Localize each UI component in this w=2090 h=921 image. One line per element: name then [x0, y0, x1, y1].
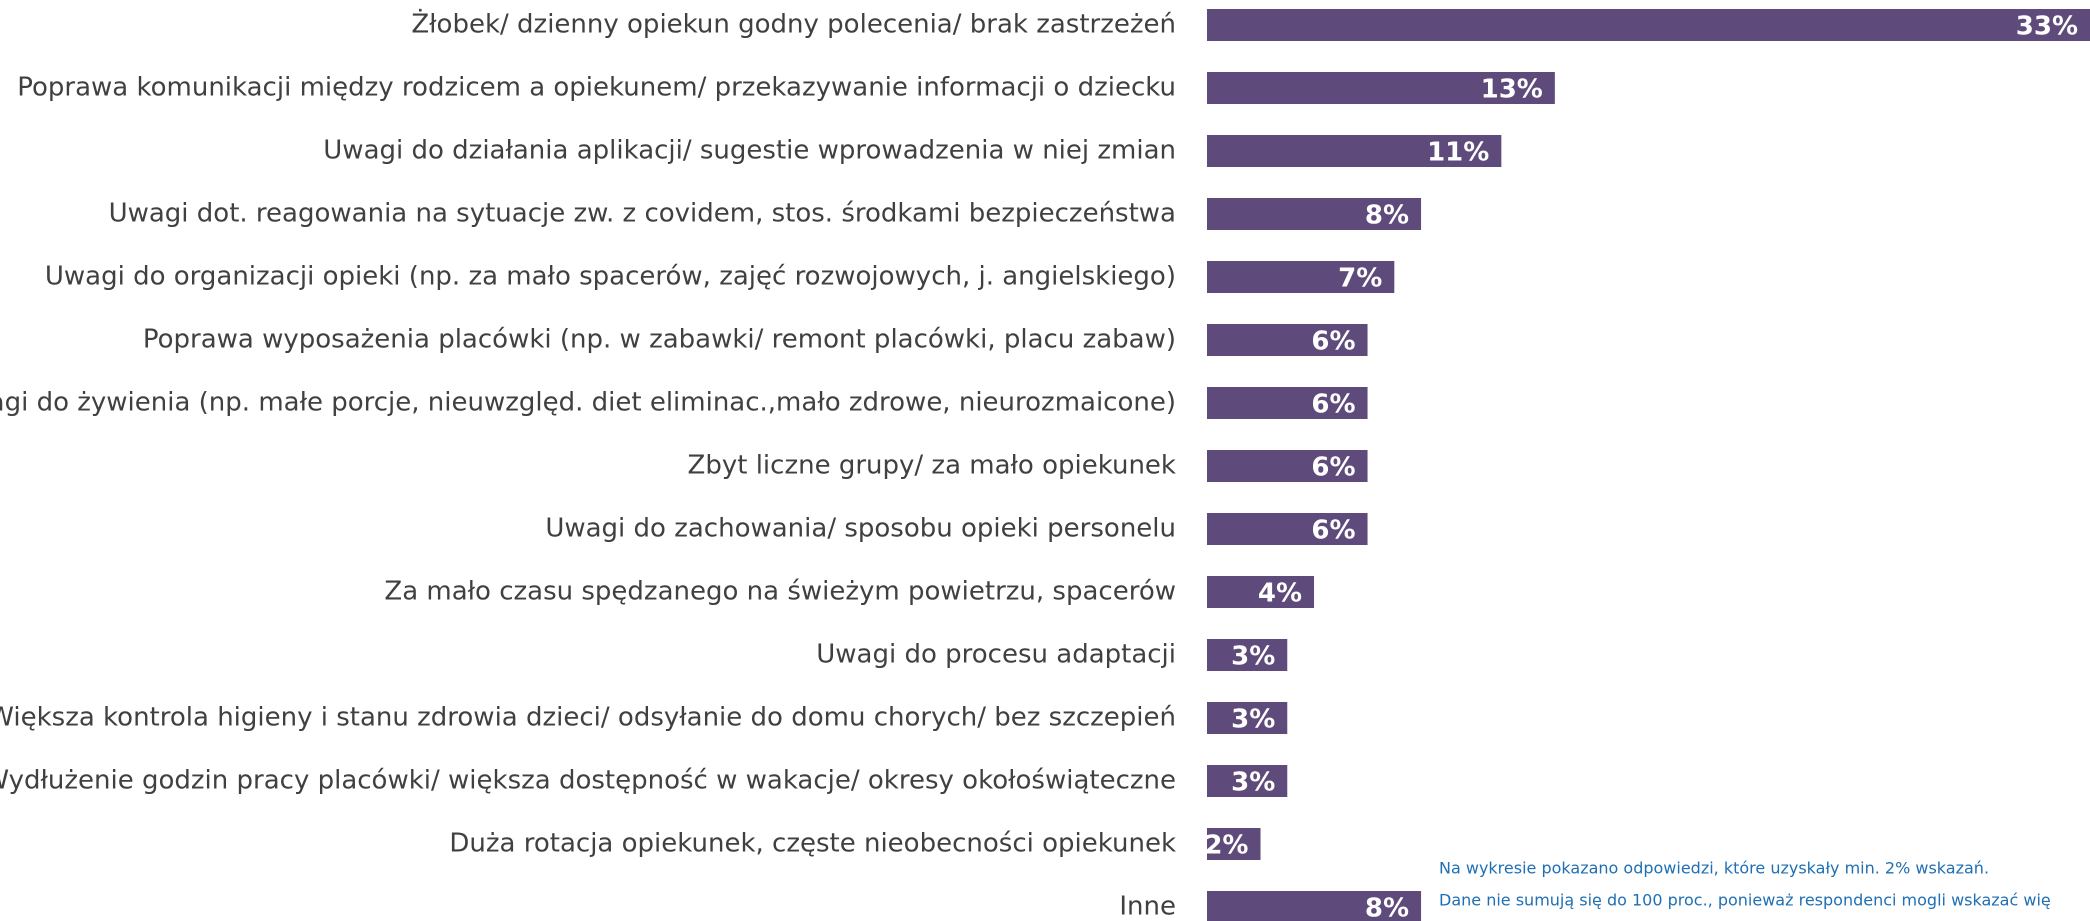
category-label: Uwagi do żywienia (np. małe porcje, nieu… [0, 388, 1176, 418]
category-label: Zbyt liczne grupy/ za mało opiekunek [688, 451, 1176, 481]
bar [1207, 324, 1368, 356]
category-label: Poprawa wyposażenia placówki (np. w zaba… [143, 325, 1176, 355]
value-label: 3% [1231, 768, 1275, 798]
value-label: 8% [1365, 201, 1409, 231]
bar [1207, 450, 1368, 482]
value-label: 4% [1258, 579, 1302, 609]
value-label: 3% [1231, 642, 1275, 672]
bar [1207, 765, 1288, 797]
bar [1207, 198, 1422, 230]
value-label: 8% [1365, 894, 1409, 921]
bar [1207, 576, 1315, 608]
category-label: Większa kontrola higieny i stanu zdrowia… [0, 703, 1176, 733]
category-label: Uwagi dot. reagowania na sytuacje zw. z … [109, 199, 1176, 229]
bar [1207, 9, 2090, 41]
value-label: 2% [1204, 831, 1248, 861]
value-label: 33% [2016, 12, 2078, 42]
note: Na wykresie pokazano odpowiedzi, które u… [1439, 859, 1989, 878]
value-label: 3% [1231, 705, 1275, 735]
category-label: Inne [1119, 892, 1176, 921]
bar [1207, 828, 1261, 860]
category-label: Uwagi do organizacji opieki (np. za mało… [45, 262, 1176, 292]
bar [1207, 639, 1288, 671]
bar [1207, 513, 1368, 545]
category-label: Za mało czasu spędzanego na świeżym powi… [384, 577, 1176, 607]
category-label: Uwagi do działania aplikacji/ sugestie w… [323, 136, 1176, 166]
bar [1207, 261, 1395, 293]
value-label: 6% [1311, 453, 1355, 483]
bar [1207, 135, 1502, 167]
value-label: 6% [1311, 390, 1355, 420]
category-label: Uwagi do procesu adaptacji [816, 640, 1176, 670]
bar [1207, 387, 1368, 419]
note: Dane nie sumują się do 100 proc., poniew… [1439, 891, 2051, 910]
value-label: 7% [1338, 264, 1382, 294]
bar [1207, 72, 1555, 104]
category-label: Uwagi do zachowania/ sposobu opieki pers… [545, 514, 1176, 544]
value-label: 13% [1481, 75, 1543, 105]
value-label: 6% [1311, 516, 1355, 546]
value-label: 6% [1311, 327, 1355, 357]
bar [1207, 702, 1288, 734]
value-label: 11% [1427, 138, 1489, 168]
category-label: Żłobek/ dzienny opiekun godny polecenia/… [411, 8, 1176, 40]
category-label: Poprawa komunikacji między rodzicem a op… [17, 73, 1176, 103]
category-label: Duża rotacja opiekunek, częste nieobecno… [449, 829, 1176, 859]
category-label: Wydłużenie godzin pracy placówki/ większ… [0, 766, 1176, 796]
bar [1207, 891, 1422, 921]
